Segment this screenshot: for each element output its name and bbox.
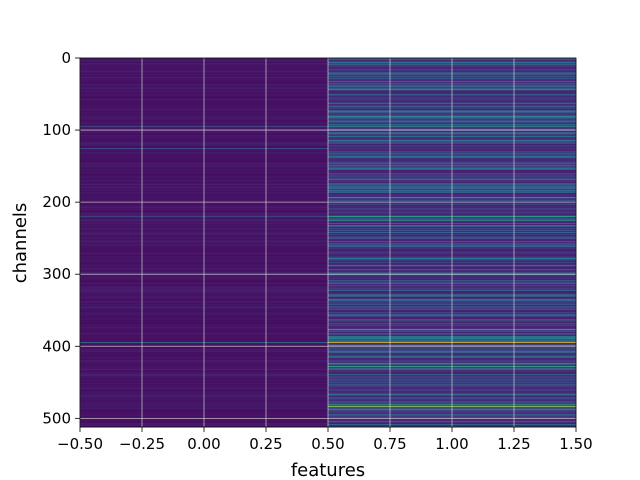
x-tick-label: −0.25 (119, 435, 165, 453)
y-tick-label: 500 (42, 409, 71, 427)
x-tick-label: 0.25 (249, 435, 282, 453)
y-tick-label: 400 (42, 337, 71, 355)
x-tick-label: −0.50 (57, 435, 103, 453)
x-tick-label: 0.50 (311, 435, 344, 453)
y-tick-label: 200 (42, 193, 71, 211)
x-tick-label: 0.75 (373, 435, 406, 453)
y-tick-label: 0 (61, 49, 71, 67)
x-tick-label: 1.00 (435, 435, 468, 453)
x-axis-title: features (291, 460, 365, 480)
y-tick-label: 100 (42, 121, 71, 139)
y-axis: 0 100 200 300 400 500 (42, 49, 80, 427)
x-tick-label: 1.50 (559, 435, 592, 453)
y-tick-label: 300 (42, 265, 71, 283)
x-axis: −0.50 −0.25 0.00 0.25 0.50 0.75 1.00 1.25 1.50 (57, 427, 593, 453)
x-tick-label: 0.00 (187, 435, 220, 453)
x-tick-label: 1.25 (497, 435, 530, 453)
y-axis-title: channels (10, 203, 31, 284)
